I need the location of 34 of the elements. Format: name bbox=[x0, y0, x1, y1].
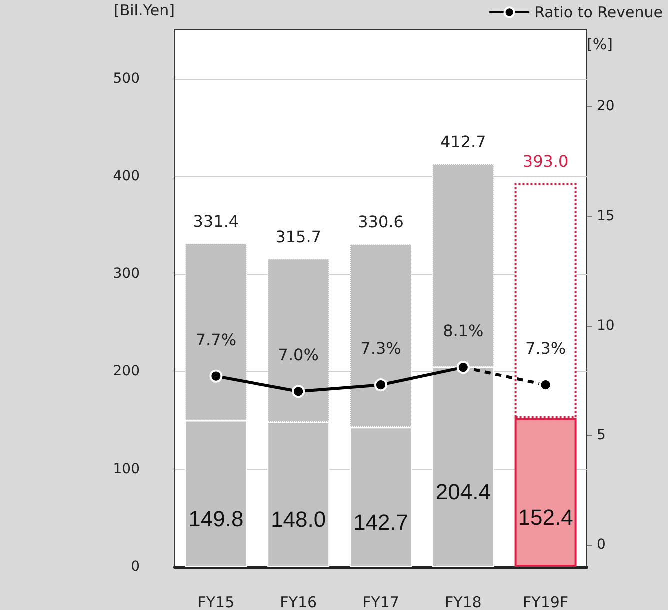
data-label: 148.0 bbox=[271, 507, 326, 532]
data-label: 204.4 bbox=[436, 480, 491, 505]
total-label: 315.7 bbox=[276, 227, 322, 246]
data-label: 7.7% bbox=[196, 330, 237, 350]
y-tick-label: 0 bbox=[131, 559, 140, 575]
data-label: 149.8 bbox=[188, 506, 244, 532]
data-label: 152.4 bbox=[518, 505, 574, 530]
y-tick-label: 100 bbox=[113, 461, 140, 478]
total-label: 393.0 bbox=[522, 152, 569, 171]
y2-tick-label: 10 bbox=[597, 318, 615, 334]
total-label: 412.7 bbox=[440, 132, 486, 152]
y-axis-title: [Bil.Yen] bbox=[114, 2, 175, 20]
total-label: 331.4 bbox=[193, 212, 240, 231]
y2-tick-label: 5 bbox=[597, 427, 606, 444]
data-label: 142.7 bbox=[353, 510, 409, 535]
y2-tick-label: 0 bbox=[597, 537, 606, 554]
y2-tick-label: 15 bbox=[597, 208, 615, 224]
data-label: 7.3% bbox=[360, 339, 402, 358]
x-tick-label: FY16 bbox=[280, 594, 318, 610]
y-tick-label: 400 bbox=[113, 168, 140, 184]
x-tick-label: FY17 bbox=[362, 594, 400, 610]
y2-tick-label: 20 bbox=[597, 98, 615, 115]
y-tick-label: 200 bbox=[113, 364, 140, 380]
y2-axis-title: [%] bbox=[587, 36, 613, 54]
data-label: 8.1% bbox=[443, 322, 484, 341]
legend-label: Ratio to Revenue bbox=[534, 4, 664, 22]
y-tick-label: 500 bbox=[113, 70, 140, 87]
x-tick-label: FY19F bbox=[523, 594, 569, 610]
data-label: 7.3% bbox=[525, 339, 566, 358]
total-label: 330.6 bbox=[358, 212, 404, 232]
y-tick-label: 300 bbox=[113, 266, 140, 282]
x-tick-label: FY18 bbox=[444, 594, 482, 610]
data-label: 7.0% bbox=[278, 346, 319, 365]
x-tick-label: FY15 bbox=[198, 594, 235, 610]
